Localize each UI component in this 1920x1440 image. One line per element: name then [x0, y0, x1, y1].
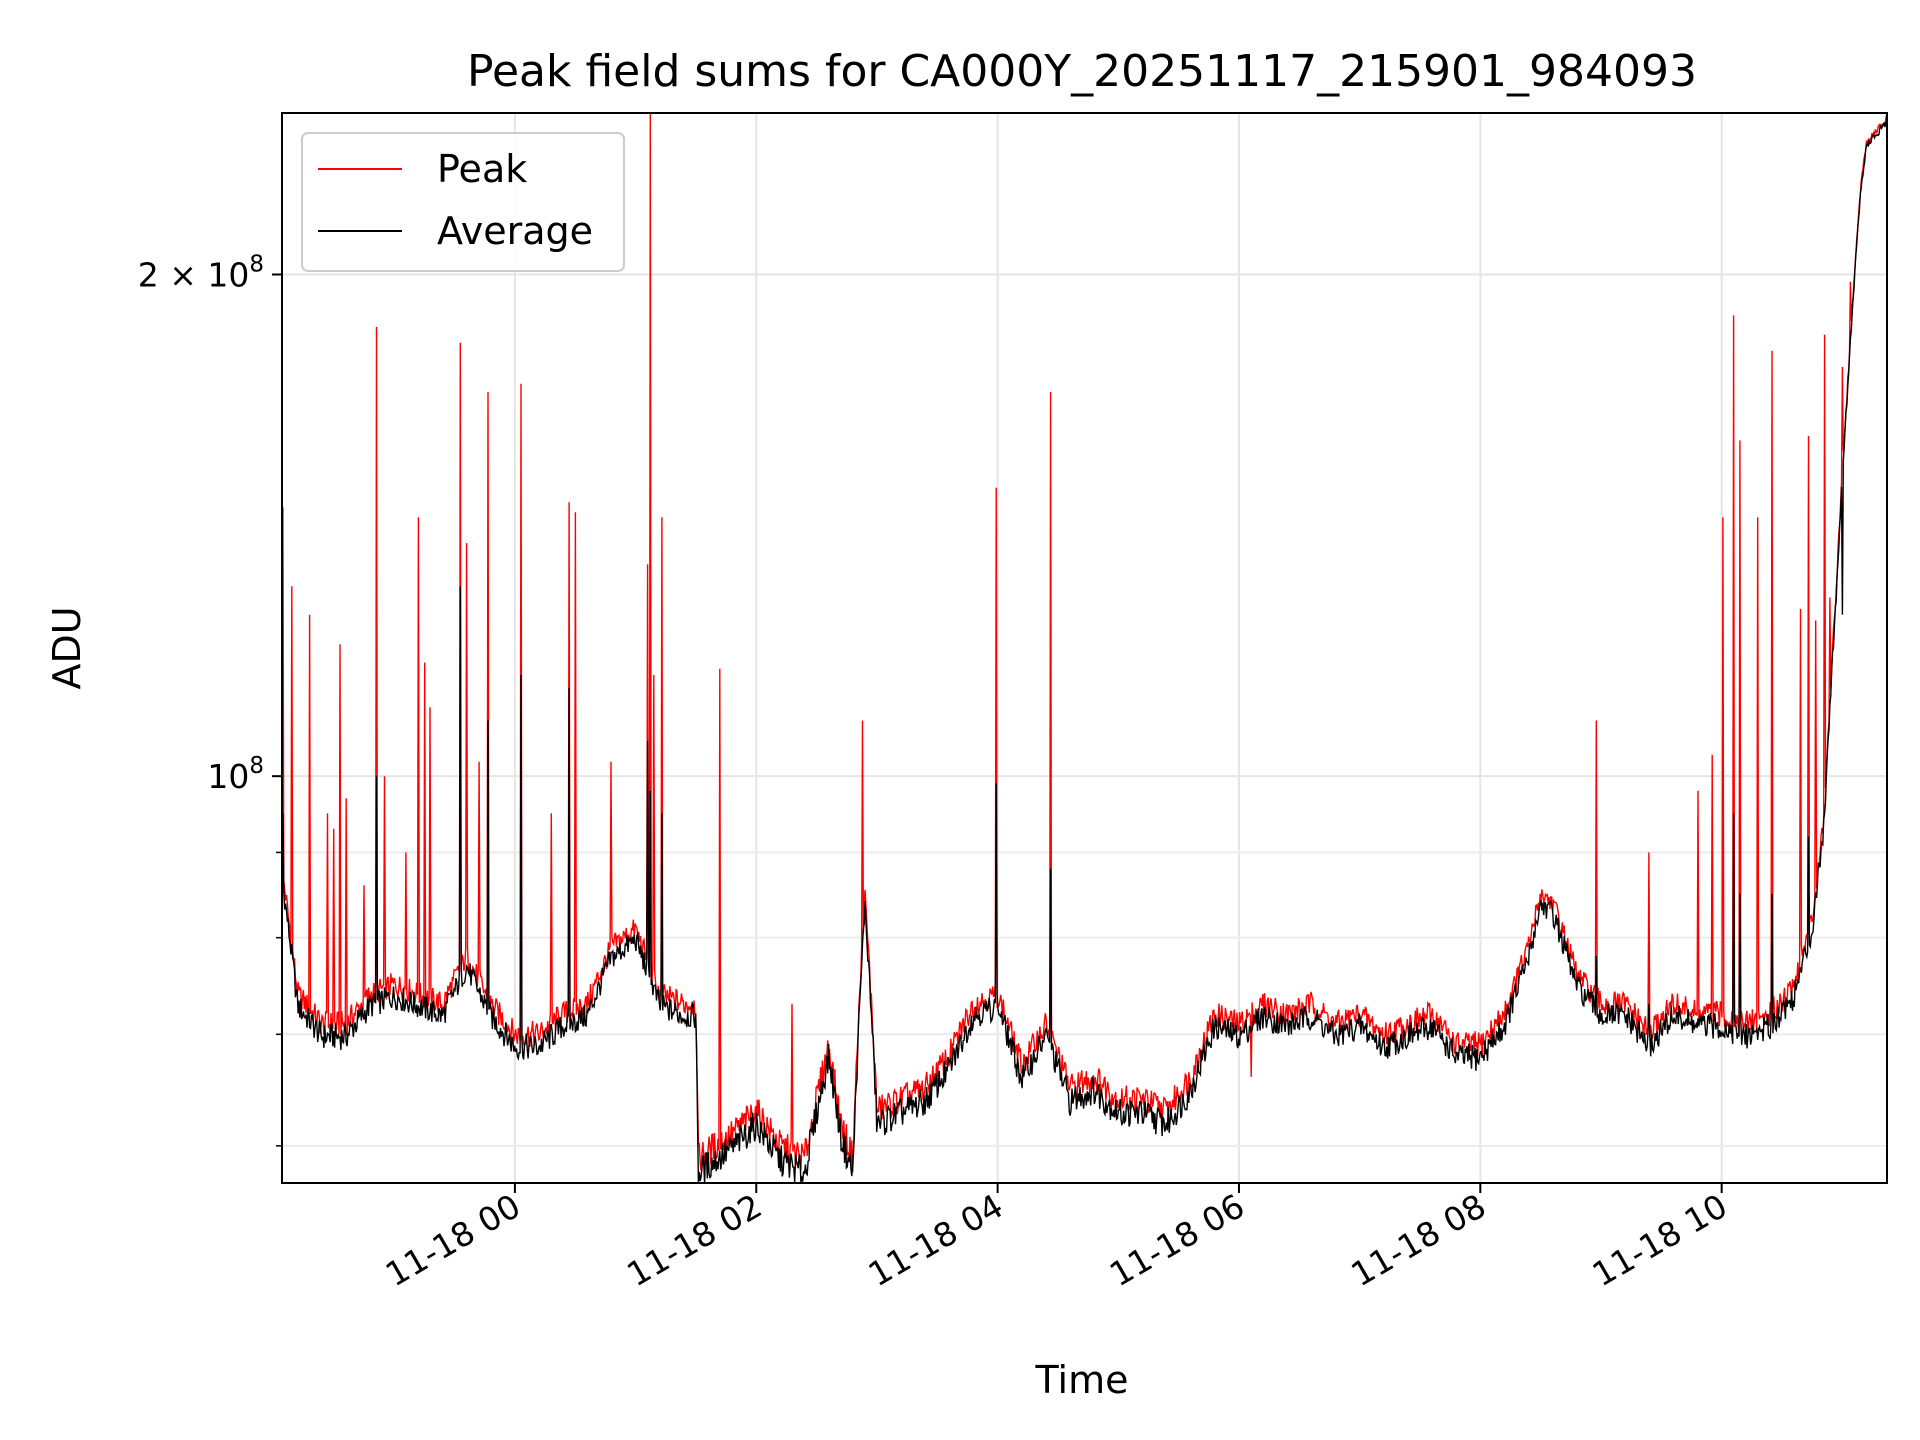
x-tick-label: 11-18 00 — [379, 1186, 527, 1294]
y-axis-ticks: 108 2 × 108 — [138, 252, 282, 1147]
legend-label-peak: Peak — [437, 147, 527, 191]
x-tick-label: 11-18 06 — [1103, 1186, 1251, 1294]
legend-label-average: Average — [437, 209, 593, 253]
x-tick-label: 11-18 04 — [862, 1186, 1010, 1294]
grid-lines — [282, 113, 1887, 1183]
x-tick-label: 11-18 08 — [1344, 1186, 1492, 1294]
y-tick-label: 108 — [207, 753, 264, 796]
x-axis-label: Time — [1035, 1358, 1129, 1402]
series-line-average — [282, 118, 1887, 1183]
plot-frame — [281, 112, 1888, 1184]
y-tick-label: 2 × 108 — [138, 252, 264, 295]
y-axis-label: ADU — [45, 606, 89, 689]
legend: Peak Average — [301, 132, 625, 272]
x-tick-label: 11-18 10 — [1586, 1186, 1734, 1294]
x-tick-label: 11-18 02 — [620, 1186, 768, 1294]
chart-title: Peak field sums for CA000Y_20251117_2159… — [467, 46, 1697, 97]
x-axis-ticks: 11-18 00 11-18 02 11-18 04 11-18 06 11-18 08… — [379, 1183, 1734, 1294]
series-layer — [282, 113, 1887, 1183]
legend-box — [301, 132, 625, 272]
series-line-peak — [282, 113, 1887, 1173]
